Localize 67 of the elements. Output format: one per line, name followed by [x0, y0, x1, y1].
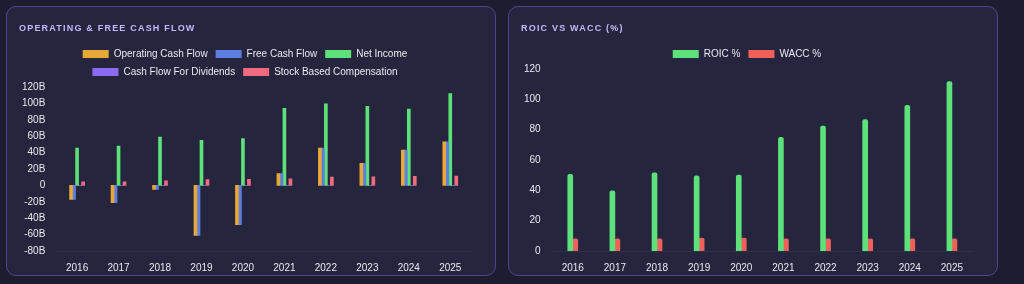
x-tick-label: 2020 — [231, 261, 255, 273]
x-tick-label: 2017 — [603, 261, 627, 273]
x-tick-label: 2019 — [190, 261, 214, 273]
x-tick-label: 2025 — [940, 261, 964, 273]
y-tick-label: 100B — [22, 97, 46, 109]
bar — [778, 136, 784, 251]
y-tick-label: -40B — [24, 211, 46, 223]
bar — [164, 180, 168, 186]
y-tick-label: 80 — [529, 123, 542, 135]
y-tick-label: -80B — [24, 244, 46, 256]
legend-label: Net Income — [356, 47, 408, 59]
y-tick-label: 20 — [529, 214, 542, 226]
x-tick-label: 2022 — [814, 261, 838, 273]
x-tick-label: 2017 — [107, 261, 131, 273]
bar — [81, 181, 85, 186]
y-tick-label: 20B — [27, 162, 46, 174]
bar — [324, 103, 328, 186]
bar — [75, 147, 79, 186]
y-tick-label: 0 — [535, 244, 542, 256]
bar — [406, 108, 411, 186]
bar — [454, 175, 459, 186]
x-tick-label: 2016 — [65, 261, 89, 273]
bar — [567, 173, 574, 251]
bar — [735, 174, 742, 251]
bar — [158, 136, 162, 186]
chart-title: OPERATING & FREE CASH FLOW — [19, 23, 197, 35]
y-tick-label: 120 — [524, 62, 542, 74]
bar — [820, 125, 826, 251]
legend-label: Cash Flow For Dividends — [123, 65, 236, 77]
bar — [247, 178, 251, 186]
y-tick-label: 0 — [39, 179, 46, 191]
bar — [904, 105, 911, 251]
x-tick-label: 2018 — [645, 261, 669, 273]
x-tick-label: 2023 — [356, 261, 379, 273]
x-tick-label: 2016 — [561, 261, 585, 273]
y-tick-label: 80B — [27, 113, 46, 125]
x-tick-label: 2023 — [856, 261, 880, 273]
legend-label: ROIC % — [703, 47, 741, 59]
y-tick-label: 60 — [529, 153, 542, 165]
bar — [122, 181, 127, 186]
legend-label: Stock Based Compensation — [274, 65, 398, 77]
x-tick-label: 2019 — [688, 261, 711, 273]
y-tick-label: 60B — [27, 129, 46, 141]
y-tick-label: 120B — [22, 80, 46, 92]
x-tick-label: 2021 — [772, 261, 795, 273]
y-tick-label: -20B — [24, 195, 46, 207]
x-tick-label: 2025 — [439, 261, 462, 273]
bar — [412, 176, 417, 186]
bar — [205, 179, 210, 186]
y-tick-label: 40 — [529, 184, 542, 196]
chart-title: ROIC VS WACC (%) — [521, 23, 625, 35]
x-tick-label: 2024 — [898, 261, 922, 273]
bar — [330, 176, 334, 186]
legend-label: Operating Cash Flow — [113, 47, 209, 59]
y-tick-label: -60B — [24, 228, 46, 240]
y-tick-label: 100 — [524, 93, 542, 105]
bar — [448, 93, 453, 186]
x-tick-label: 2018 — [148, 261, 172, 273]
x-tick-label: 2024 — [397, 261, 421, 273]
legend-label: WACC % — [779, 47, 822, 59]
y-tick-label: 40B — [27, 146, 46, 158]
x-tick-label: 2021 — [273, 261, 296, 273]
bar — [241, 138, 245, 186]
x-tick-label: 2022 — [314, 261, 338, 273]
bar — [862, 119, 868, 251]
legend-label: Free Cash Flow — [246, 47, 318, 59]
x-tick-label: 2020 — [730, 261, 753, 273]
